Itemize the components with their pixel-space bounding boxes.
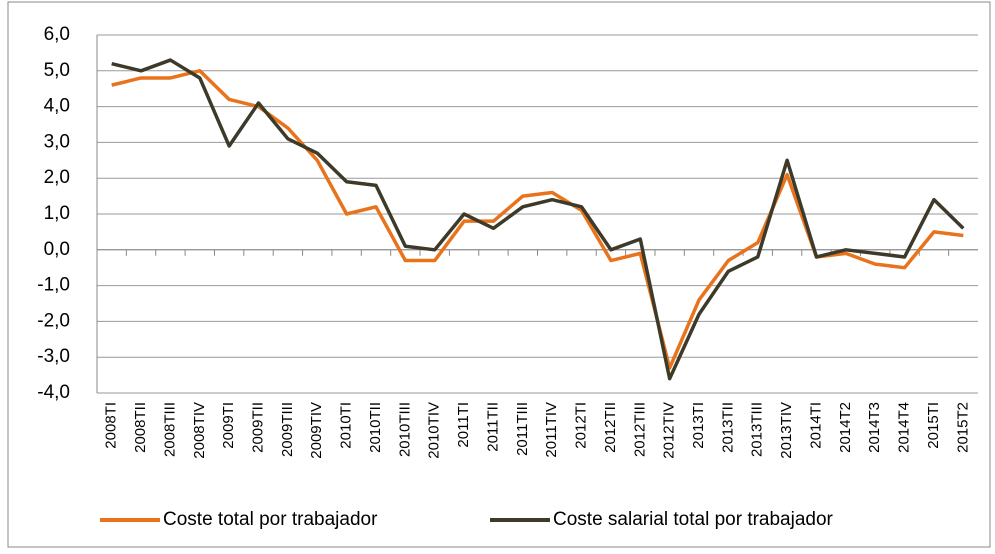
- x-tick-label: 2014T4: [896, 402, 913, 453]
- x-tick-label: 2008TIV: [191, 402, 208, 459]
- chart-frame: [7, 1, 991, 548]
- x-tick-label: 2010TIV: [426, 402, 443, 459]
- x-tick-label: 2010TI: [338, 402, 355, 449]
- legend-label: Coste salarial total por trabajador: [553, 509, 834, 530]
- x-tick-label: 2008TI: [103, 402, 120, 449]
- y-tick-label: -4,0: [37, 382, 70, 403]
- x-tick-label: 2012TII: [602, 402, 619, 453]
- series-line: [111, 58, 965, 381]
- x-tick-label: 2013TII: [719, 402, 736, 453]
- x-tick-label: 2012TIII: [631, 402, 648, 457]
- x-tick-label: 2014T3: [866, 402, 883, 453]
- x-tick-label: 2011TII: [484, 402, 501, 452]
- y-tick-label: -3,0: [37, 346, 70, 367]
- y-tick-label: -1,0: [37, 275, 70, 296]
- x-tick-label: 2009TIV: [308, 402, 325, 459]
- x-tick-label: 2009TI: [220, 402, 237, 449]
- x-tick-label: 2015T2: [954, 402, 971, 453]
- x-tick-label: 2013TIII: [749, 402, 766, 457]
- y-tick-label: -2,0: [37, 310, 70, 331]
- y-tick-label: 2,0: [44, 167, 70, 188]
- y-tick-label: 1,0: [44, 203, 70, 224]
- x-tick-label: 2011TIII: [514, 402, 531, 456]
- x-tick-label: 2014TI: [807, 402, 824, 449]
- legend-label: Coste total por trabajador: [163, 509, 378, 530]
- y-tick-label: 5,0: [44, 60, 70, 81]
- x-tick-label: 2008TIII: [161, 402, 178, 457]
- y-tick-label: 3,0: [44, 131, 70, 152]
- y-tick-label: 4,0: [44, 96, 70, 117]
- x-tick-label: 2012TI: [573, 402, 590, 449]
- x-tick-label: 2010TIII: [396, 402, 413, 457]
- y-tick-label: 6,0: [44, 24, 70, 45]
- x-tick-label: 2013TIV: [778, 402, 795, 459]
- x-tick-label: 2009TIII: [279, 402, 296, 457]
- y-tick-label: 0,0: [44, 239, 70, 260]
- x-tick-label: 2012TIV: [661, 402, 678, 459]
- x-tick-label: 2013TI: [690, 402, 707, 449]
- x-tick-label: 2010TII: [367, 402, 384, 453]
- x-tick-label: 2011TIV: [543, 402, 560, 458]
- x-tick-label: 2011TI: [455, 402, 472, 448]
- x-tick-label: 2014T2: [837, 402, 854, 453]
- x-tick-label: 2008TII: [132, 402, 149, 453]
- x-tick-label: 2015TI: [925, 402, 942, 449]
- x-tick-label: 2009TII: [249, 402, 266, 453]
